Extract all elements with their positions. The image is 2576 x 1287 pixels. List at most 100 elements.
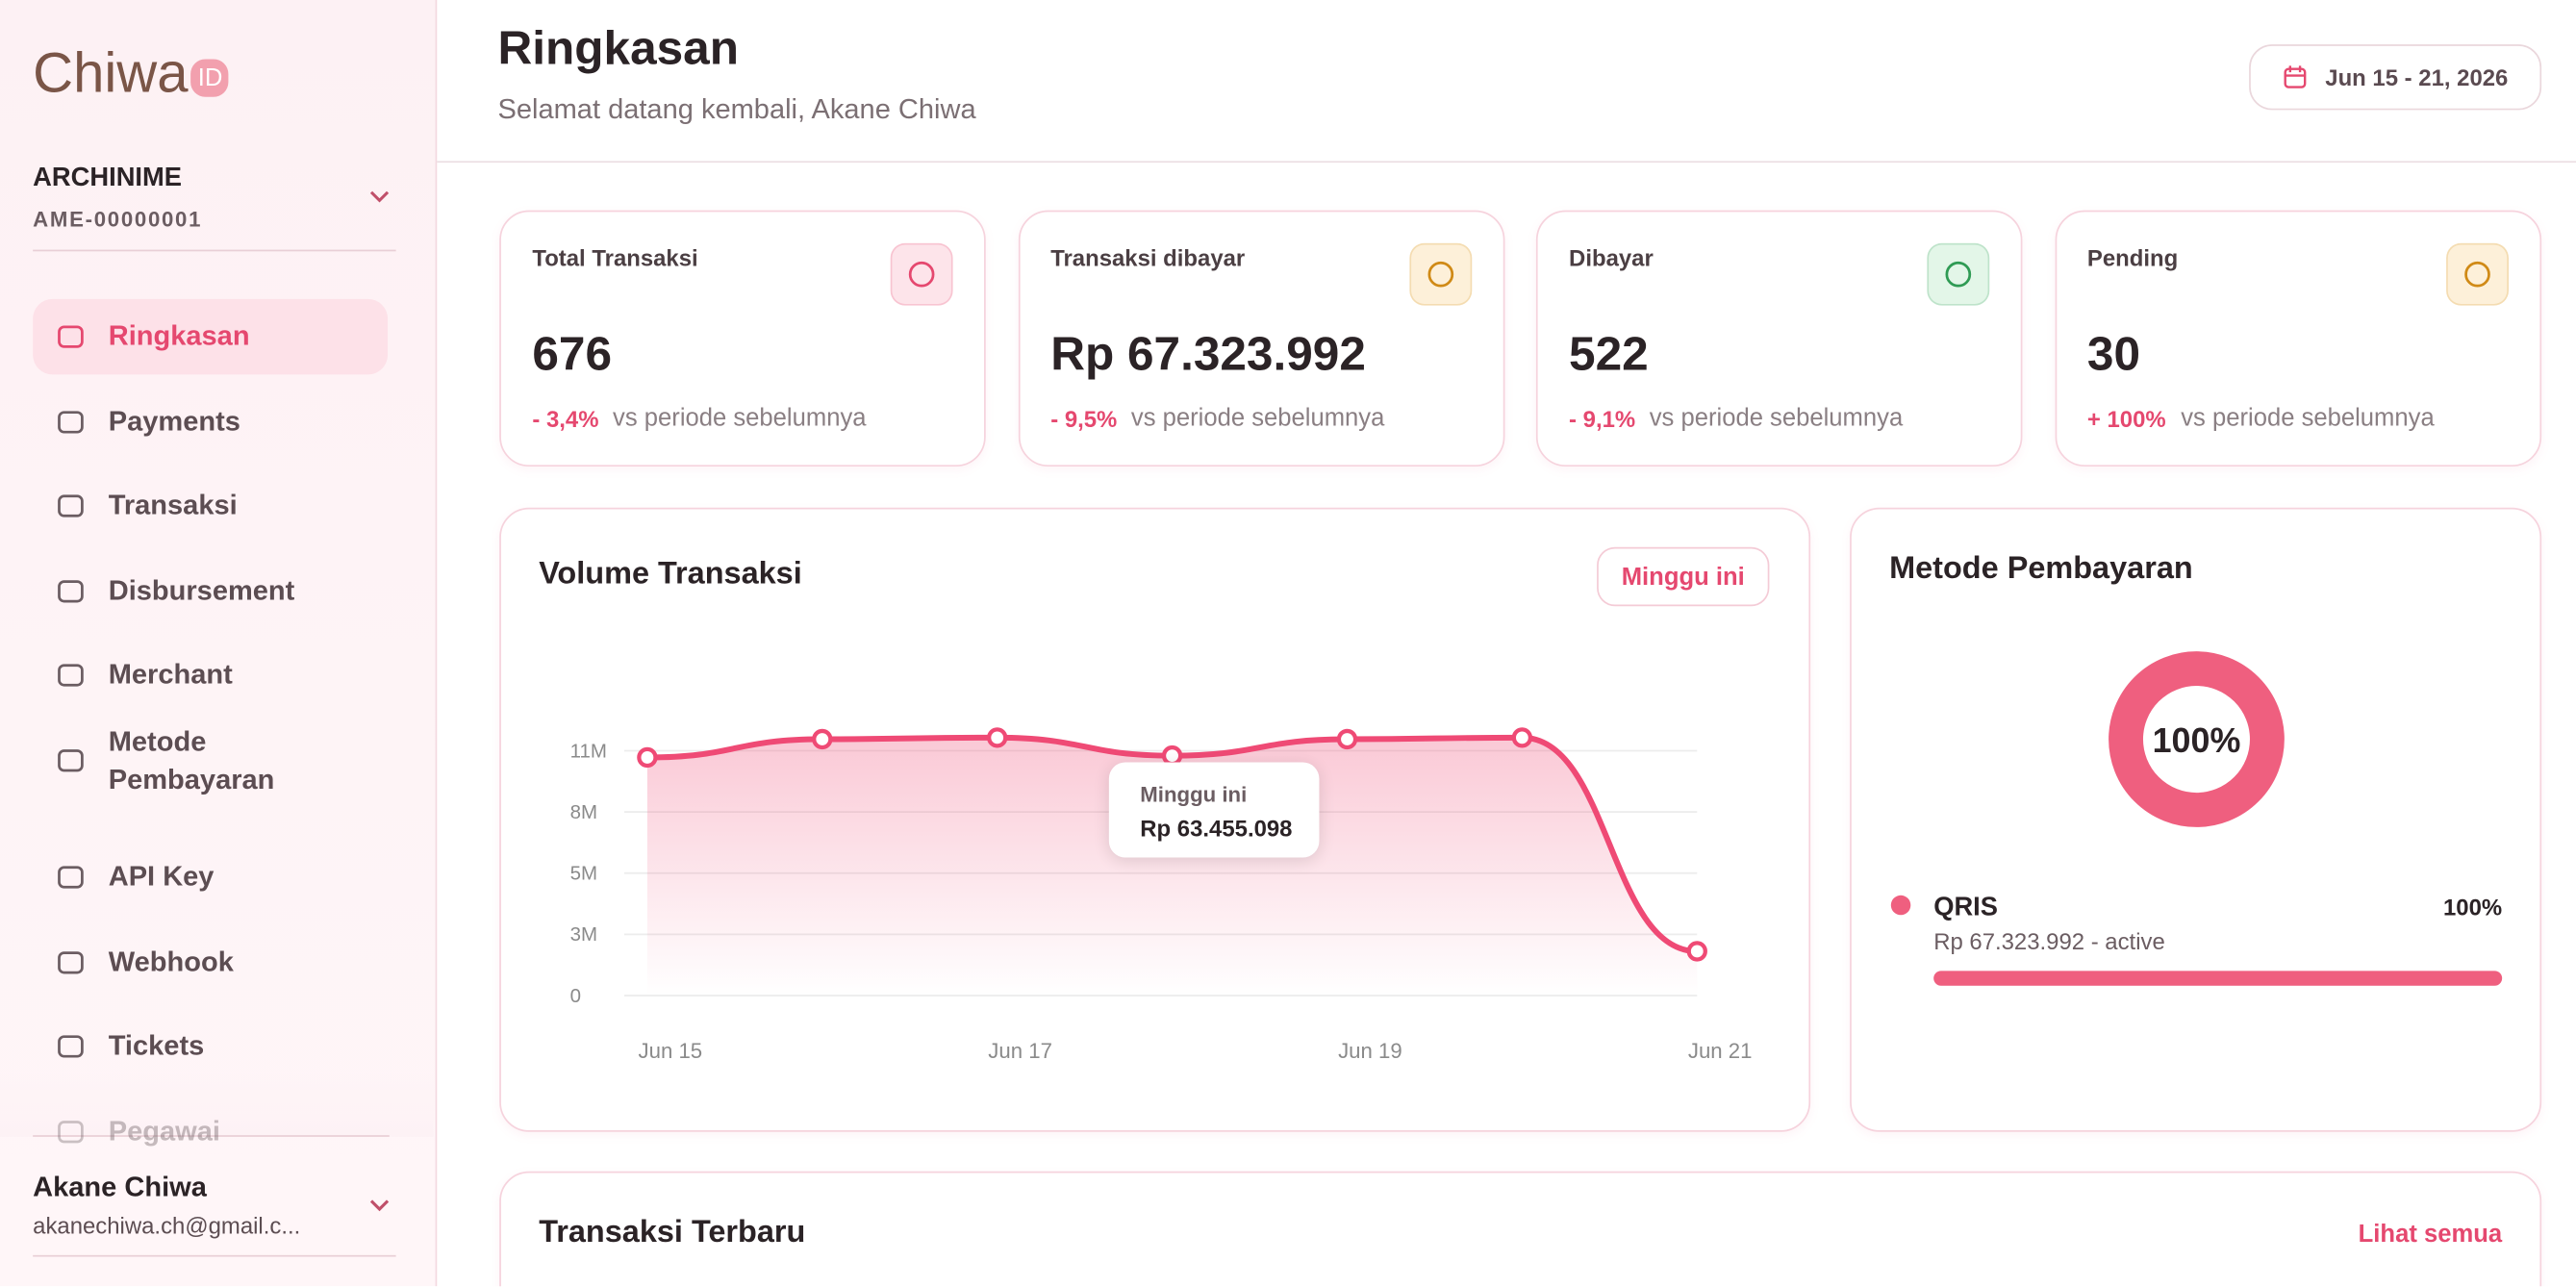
progress-bar	[1933, 971, 2503, 986]
nav-label: Tickets	[108, 1029, 205, 1062]
x-tick-label: Jun 21	[1688, 1039, 1753, 1063]
stat-change: - 3,4%	[532, 405, 599, 433]
nav-icon-shape	[58, 410, 84, 433]
stat-value: Rp 67.323.992	[1050, 328, 1366, 382]
point	[1336, 728, 1358, 750]
nav-icon	[58, 748, 84, 771]
legend-dot	[1890, 895, 1911, 916]
y-tick-label: 8M	[570, 801, 597, 823]
nav-item[interactable]: Webhook	[33, 924, 388, 1000]
x-tick-label: Jun 15	[639, 1039, 703, 1063]
user-chevron[interactable]	[368, 1198, 391, 1214]
legend-name: QRIS	[1933, 891, 1998, 921]
see-all-link[interactable]: Lihat semua	[2358, 1220, 2503, 1249]
point	[1686, 941, 1707, 962]
org-chevron[interactable]	[368, 189, 391, 205]
nav-icon-shape	[58, 1120, 84, 1143]
nav-item[interactable]: Tickets	[33, 1009, 388, 1085]
nav-icon	[58, 1120, 84, 1143]
nav-item[interactable]: Payments	[33, 384, 388, 460]
org-name: ARCHINIME	[33, 164, 183, 192]
header-divider	[437, 161, 2576, 164]
stat-label: Transaksi dibayar	[1050, 244, 1246, 271]
nav-label: API Key	[108, 860, 215, 893]
stat-icon	[1927, 242, 1990, 306]
stat-card: Total Transaksi 676 - 3,4% vs periode sebel…	[499, 210, 986, 467]
nav-icon	[58, 1035, 84, 1058]
nav-icon-shape	[58, 866, 84, 889]
logo: Chiwa ID	[33, 42, 230, 107]
tooltip-value: Rp 63.455.098	[1140, 815, 1293, 842]
stat-value: 522	[1569, 328, 1649, 382]
nav-item[interactable]: Merchant	[33, 638, 388, 714]
point	[812, 728, 833, 750]
stat-card: Transaksi dibayar Rp 67.323.992 - 9,5% vs p…	[1018, 210, 1504, 467]
stat-value: 676	[532, 328, 613, 382]
stat-change: + 100%	[2086, 405, 2166, 433]
logo-badge: ID	[190, 59, 230, 97]
panel-title: Metode Pembayaran	[1889, 551, 2193, 587]
stat-note: vs periode sebelumnya	[2181, 404, 2435, 433]
nav-icon-shape	[58, 950, 84, 973]
point	[637, 746, 658, 769]
stat-note: vs periode sebelumnya	[1130, 404, 1385, 433]
y-tick-label: 0	[570, 985, 581, 1007]
tooltip-label: Minggu ini	[1140, 781, 1248, 807]
nav-item[interactable]: Metode Pembayaran	[33, 722, 388, 798]
stat-label: Pending	[2086, 244, 2179, 271]
recent-panel: Transaksi Terbaru Lihat semua	[499, 1171, 2542, 1287]
nav-item[interactable]: Ringkasan	[33, 298, 389, 375]
nav-icon	[58, 950, 84, 973]
stat-icon-glyph	[908, 261, 935, 288]
nav-item[interactable]: Pegawai	[33, 1094, 388, 1170]
y-tick-label: 11M	[570, 740, 607, 762]
point	[987, 727, 1008, 748]
y-tick-label: 3M	[570, 923, 597, 946]
stat-note: vs periode sebelumnya	[1649, 404, 1904, 433]
stat-value: 30	[2086, 328, 2141, 382]
page-title: Ringkasan	[497, 22, 739, 76]
stat-icon	[890, 242, 953, 306]
nav-label: Merchant	[108, 658, 233, 691]
method-panel: Metode Pembayaran QRIS 100% Rp 67.323.992 …	[1850, 507, 2542, 1132]
x-tick-label: Jun 19	[1338, 1039, 1402, 1063]
stat-icon-shape	[2463, 261, 2489, 288]
nav-icon-shape	[58, 579, 84, 602]
nav-icon	[58, 579, 84, 602]
stat-icon-shape	[908, 261, 935, 288]
nav-icon-shape	[58, 748, 84, 771]
divider	[33, 249, 396, 252]
nav-icon	[58, 494, 84, 517]
stat-note: vs periode sebelumnya	[613, 404, 867, 433]
date-button[interactable]: Jun 15 - 21, 2026	[2249, 44, 2542, 111]
fade	[0, 1068, 434, 1137]
stat-label: Dibayar	[1569, 244, 1654, 271]
nav-item[interactable]: API Key	[33, 840, 388, 916]
stat-icon	[1408, 242, 1472, 306]
nav-label: Ringkasan	[108, 320, 250, 352]
nav-item[interactable]: Transaksi	[33, 468, 388, 544]
stat-card: Dibayar 522 - 9,1% vs periode sebelumnya	[1535, 210, 2023, 467]
stat-icon-shape	[1427, 261, 1453, 288]
date-range: Jun 15 - 21, 2026	[2325, 63, 2509, 90]
nav-icon-shape	[58, 1035, 84, 1058]
sidebar: Chiwa ID ARCHINIME AME-00000001 Akane Chi…	[0, 0, 438, 1287]
nav-label: Pegawai	[108, 1114, 220, 1147]
panel-title: Volume Transaksi	[539, 556, 802, 592]
user-name: Akane Chiwa	[33, 1171, 207, 1203]
donut-center-label: 100%	[2153, 721, 2241, 760]
stat-icon-glyph	[2463, 261, 2489, 288]
panel-title: Transaksi Terbaru	[539, 1215, 806, 1250]
donut-chart: QRIS 100% Rp 67.323.992 - active 100%	[1890, 651, 2503, 986]
nav-item[interactable]: Disbursement	[33, 553, 388, 629]
line-chart: 0 3M 5M 8M 11M Jun 15 Jun 17 Jun 19 Jun 21	[570, 727, 1753, 1063]
stat-change: - 9,5%	[1050, 405, 1118, 433]
nav-icon	[58, 325, 84, 348]
page-subtitle: Selamat datang kembali, Akane Chiwa	[497, 93, 976, 125]
nav-icon-shape	[58, 664, 84, 687]
stat-icon	[2445, 242, 2509, 306]
filter-button[interactable]: Minggu ini	[1597, 546, 1770, 607]
user-email: akanechiwa.ch@gmail.c...	[33, 1212, 301, 1239]
